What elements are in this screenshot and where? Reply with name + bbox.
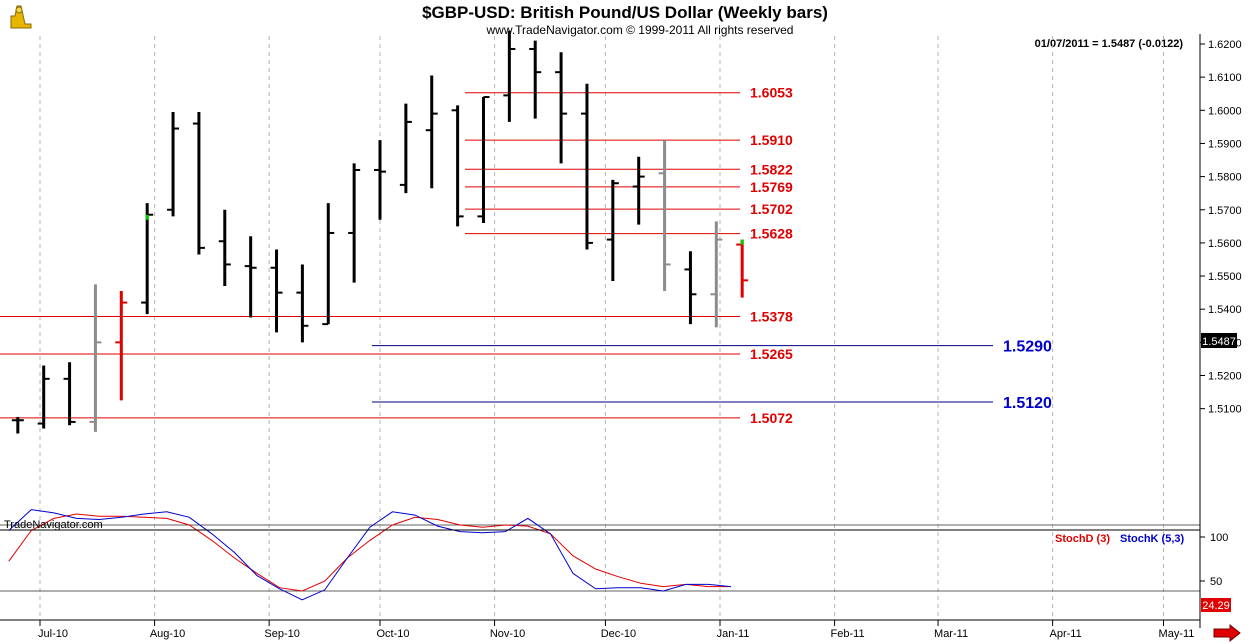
copyright-notice: www.TradeNavigator.com © 1999-2011 All r… [486, 23, 794, 37]
price-tag-value: 1.5487 [1202, 336, 1236, 348]
y-tick-label: 1.5700 [1208, 205, 1242, 217]
stoch-tag: 24.29 [1201, 598, 1231, 612]
level-label-red: 1.5702 [750, 201, 793, 217]
x-tick-label: Mar-11 [934, 628, 968, 640]
y-tick-label: 1.5600 [1208, 238, 1242, 250]
stoch-tag-value: 24.29 [1202, 600, 1230, 612]
ohlc-bar [244, 236, 257, 318]
level-label-red: 1.5378 [750, 308, 793, 324]
level-label-red: 1.5628 [750, 226, 793, 242]
y-tick-label: 1.5400 [1208, 304, 1242, 316]
stoch-legend-label: StochK (5,3) [1120, 533, 1185, 545]
ohlc-bar [658, 140, 671, 291]
x-tick-label: Jan-11 [717, 628, 750, 640]
ohlc-bar [348, 163, 361, 283]
ohlc-bar [11, 416, 24, 434]
x-tick-label: Aug-10 [150, 628, 185, 640]
ohlc-bar [218, 209, 231, 286]
ohlc-bar [710, 221, 723, 328]
x-tick-label: Apr-11 [1050, 628, 1082, 640]
stoch-y-tick-label: 100 [1210, 532, 1228, 544]
y-tick-label: 1.5900 [1208, 138, 1242, 150]
stochastic-panel: 100 50 StochD (3) StochK (5,3) [0, 509, 1228, 601]
ohlc-bar [296, 264, 309, 343]
y-tick-label: 1.6100 [1208, 72, 1242, 84]
level-label-red: 1.6053 [750, 85, 793, 101]
ohlc-bar [451, 105, 464, 227]
ohlc-bar [503, 30, 516, 122]
ohlc-bar [477, 96, 490, 224]
level-label-red: 1.5822 [750, 161, 793, 177]
ohlc-bar [555, 52, 568, 164]
chart-title: $GBP-USD: British Pound/US Dollar (Weekl… [422, 3, 828, 22]
scroll-right-arrow-icon[interactable] [1213, 623, 1241, 643]
ohlc-bar [192, 111, 205, 255]
y-tick-label: 1.5100 [1208, 404, 1242, 416]
price-tag: 1.5487 [1201, 333, 1237, 348]
x-tick-label: Feb-11 [831, 628, 865, 640]
stoch-y-tick-label: 50 [1210, 576, 1222, 588]
y-tick-label: 1.5200 [1208, 371, 1242, 383]
y-tick-label: 1.5500 [1208, 271, 1242, 283]
ohlc-bar [399, 103, 412, 194]
ohlc-bar [425, 75, 438, 189]
level-label-red: 1.5910 [750, 132, 793, 148]
y-tick-label: 1.5800 [1208, 172, 1242, 184]
y-tick-label: 1.6000 [1208, 105, 1242, 117]
ohlc-bar [580, 83, 593, 250]
level-label-blue: 1.5290 [1003, 339, 1052, 356]
x-tick-label: May-11 [1159, 628, 1195, 640]
price-axis: 1.51001.52001.53001.54001.55001.56001.57… [1200, 39, 1242, 416]
ohlc-bar [115, 290, 128, 401]
ohlc-bar [684, 251, 697, 325]
level-label-red: 1.5769 [750, 179, 793, 195]
brand-label: TradeNavigator.com [4, 519, 103, 531]
ohlc-bar [270, 249, 283, 333]
ohlc-bar [322, 203, 335, 326]
ohlc-bar [63, 362, 76, 426]
last-quote: 01/07/2011 = 1.5487 (-0.0122) [1035, 38, 1184, 50]
ohlc-bar [167, 111, 180, 217]
ohlc-bar [632, 156, 645, 225]
level-label-blue: 1.5120 [1003, 395, 1052, 412]
x-tick-label: Sep-10 [264, 628, 299, 640]
ohlc-bar [89, 284, 102, 432]
x-tick-label: Dec-10 [601, 628, 636, 640]
ohlc-bar [37, 365, 50, 429]
level-label-red: 1.5265 [750, 346, 793, 362]
x-tick-label: Oct-10 [376, 628, 409, 640]
y-tick-label: 1.6200 [1208, 39, 1242, 51]
time-axis: Jul-10 Aug-10 Sep-10 Oct-10 Nov-10 Dec-10 Jan-… [38, 620, 1195, 640]
x-tick-label: Nov-10 [490, 628, 525, 640]
x-tick-label: Jul-10 [38, 628, 68, 640]
trade-navigator-logo [10, 5, 32, 29]
grid-lines [39, 36, 1164, 620]
stoch-line [8, 509, 732, 601]
level-label-red: 1.5072 [750, 410, 793, 426]
stoch-legend-label: StochD (3) [1055, 533, 1110, 545]
ohlc-bar [606, 179, 619, 282]
ohlc-bar [529, 40, 542, 119]
ohlc-bar [374, 140, 387, 220]
price-bars [11, 30, 749, 434]
